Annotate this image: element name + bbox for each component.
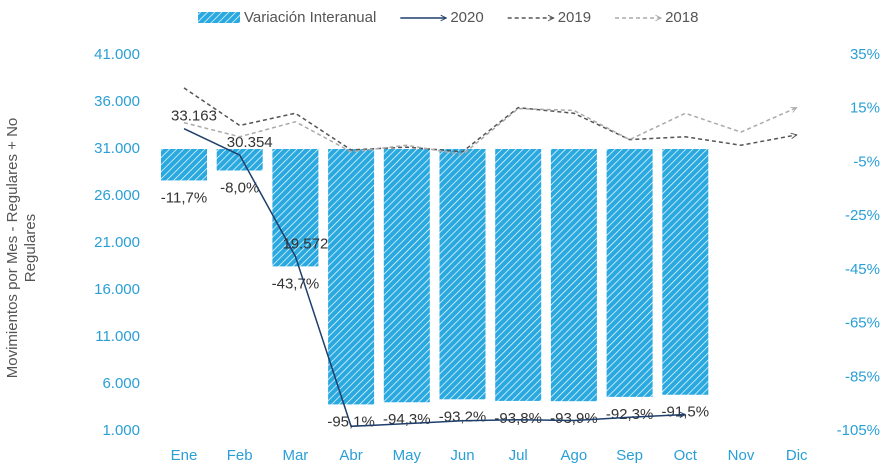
bar-value-label: -43,7% [272,275,320,292]
legend-label: Variación Interanual [244,9,376,26]
x-tick-label: Ene [171,447,198,464]
y2-tick-label: -25% [845,207,880,224]
x-tick-label: Mar [282,447,308,464]
x-tick-label: Ago [561,447,588,464]
bar [550,149,597,402]
y-tick-label: 6.000 [102,375,140,392]
x-tick-label: Oct [674,447,698,464]
line-value-label: 19.572 [282,235,328,252]
y-tick-label: 1.000 [102,422,140,439]
bar-value-label: -8,0% [220,179,259,196]
y2-tick-label: -105% [837,422,880,439]
y-tick-label: 11.000 [95,328,140,345]
bar [662,149,709,395]
bar [216,149,263,171]
y2-tick-label: -45% [845,261,880,278]
line-series [183,108,797,156]
bar-value-label: -93,2% [439,408,487,425]
x-tick-label: Feb [227,447,253,464]
y2-tick-label: -65% [845,315,880,332]
y-tick-label: 16.000 [94,281,140,298]
y2-tick-label: 15% [850,100,880,117]
x-tick-label: Sep [616,447,643,464]
legend-label: 2019 [558,9,591,26]
y-tick-label: 31.000 [94,140,140,157]
bar [495,149,542,401]
y-tick-label: 21.000 [94,234,140,251]
x-tick-label: May [393,447,422,464]
y2-tick-label: -85% [845,368,880,385]
y-tick-label: 41.000 [94,46,140,63]
bar-value-label: -92,3% [606,406,654,423]
legend-swatch [198,12,240,23]
bar [272,149,319,267]
bar-value-label: -93,9% [550,410,598,427]
bar-value-label: -91,5% [662,404,710,421]
y2-tick-label: -5% [853,153,880,170]
y-tick-label: 26.000 [94,187,140,204]
legend-label: 2020 [450,9,483,26]
y2-tick-label: 35% [850,46,880,63]
bar-value-label: -94,3% [383,411,431,428]
bar-value-label: -95,1% [327,413,375,430]
x-tick-label: Jun [450,447,474,464]
bar [328,149,375,405]
y-axis-title: Movimientos por Mes - Regulares + No Reg… [4,117,39,379]
bar [383,149,430,403]
bar [161,149,207,181]
bar-value-label: -93,8% [494,410,542,427]
x-tick-label: Nov [728,447,755,464]
x-tick-label: Jul [509,447,528,464]
line-value-label: 30.354 [227,134,273,151]
bar [606,149,653,397]
bar [439,149,486,400]
legend-label: 2018 [665,9,698,26]
y-tick-label: 36.000 [94,93,140,110]
x-tick-label: Abr [339,447,362,464]
x-tick-label: Dic [786,447,808,464]
bar-value-label: -11,7% [161,189,207,206]
line-series [183,87,797,153]
line-series [183,127,685,428]
line-value-label: 33.163 [171,108,217,125]
